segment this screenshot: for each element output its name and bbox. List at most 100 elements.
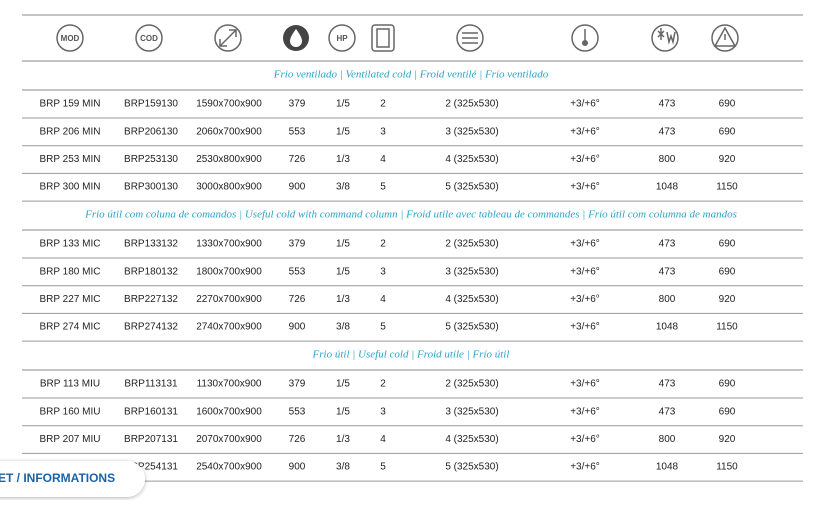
cell: 5 bbox=[380, 462, 386, 473]
cell: +3/+6° bbox=[570, 126, 600, 137]
cell: BRP 113 MIU bbox=[40, 379, 100, 390]
cell: 2 (325x530) bbox=[445, 379, 498, 390]
cell: 2 bbox=[380, 239, 386, 250]
cell: BRP 159 MIN bbox=[40, 99, 101, 110]
cell: +3/+6° bbox=[570, 154, 600, 165]
cell: 3 bbox=[380, 266, 386, 277]
icon-door-inner bbox=[377, 29, 389, 47]
cell: 4 (325x530) bbox=[445, 294, 498, 305]
cell: 473 bbox=[659, 406, 676, 417]
cell: 3 (325x530) bbox=[445, 266, 498, 277]
cell: +3/+6° bbox=[570, 406, 600, 417]
header-icons: MOD COD HP bbox=[57, 25, 738, 51]
cell: 379 bbox=[289, 99, 306, 110]
icon-thermo-bulb bbox=[582, 40, 588, 46]
cell: +3/+6° bbox=[570, 182, 600, 193]
cell: 1150 bbox=[716, 322, 738, 333]
cell: BRP159130 bbox=[124, 99, 178, 110]
cell: 1800x700x900 bbox=[196, 266, 262, 277]
cell: 1/5 bbox=[336, 266, 350, 277]
cell: 2 bbox=[380, 99, 386, 110]
cell: 1/5 bbox=[336, 99, 350, 110]
cell: +3/+6° bbox=[570, 99, 600, 110]
cell: BRP 180 MIC bbox=[40, 266, 101, 277]
cell: 3000x800x900 bbox=[196, 182, 262, 193]
cell: 3 (325x530) bbox=[445, 126, 498, 137]
cell: BRP253130 bbox=[124, 154, 178, 165]
cell: 1048 bbox=[656, 182, 679, 193]
cell: 726 bbox=[289, 434, 306, 445]
cell: 920 bbox=[719, 434, 736, 445]
cell: 1/3 bbox=[336, 294, 350, 305]
cell: 473 bbox=[659, 379, 676, 390]
cell: +3/+6° bbox=[570, 239, 600, 250]
cell: 690 bbox=[719, 266, 736, 277]
cell: 3 (325x530) bbox=[445, 406, 498, 417]
cell: 553 bbox=[289, 406, 306, 417]
cell: 1150 bbox=[716, 182, 738, 193]
cell: 800 bbox=[659, 154, 676, 165]
cell: 1/5 bbox=[336, 406, 350, 417]
cell: 4 bbox=[380, 154, 386, 165]
cell: 4 bbox=[380, 294, 386, 305]
cell: 2270x700x900 bbox=[196, 294, 262, 305]
cell: 473 bbox=[659, 99, 676, 110]
cell: 553 bbox=[289, 126, 306, 137]
cell: BRP300130 bbox=[124, 182, 178, 193]
cell: 1/5 bbox=[336, 239, 350, 250]
cell: 1130x700x900 bbox=[197, 379, 262, 390]
cell: 2740x700x900 bbox=[196, 322, 262, 333]
cell: BRP133132 bbox=[124, 239, 178, 250]
cell: 5 (325x530) bbox=[445, 462, 498, 473]
cell: BRP 300 MIN bbox=[40, 182, 101, 193]
cell: 1/5 bbox=[336, 379, 350, 390]
cell: 726 bbox=[289, 294, 306, 305]
section-title: Frio ventilado | Ventilated cold | Froid… bbox=[273, 69, 549, 81]
icon-arrow bbox=[220, 30, 236, 46]
cell: 1/3 bbox=[336, 154, 350, 165]
cell: BRP 253 MIN bbox=[40, 154, 101, 165]
cell: 2 bbox=[380, 379, 386, 390]
icon-snow bbox=[658, 28, 675, 42]
cell: 5 bbox=[380, 182, 386, 193]
cell: +3/+6° bbox=[570, 434, 600, 445]
cell: 473 bbox=[659, 126, 676, 137]
cell: +3/+6° bbox=[570, 379, 600, 390]
cell: 5 (325x530) bbox=[445, 182, 498, 193]
cell: BRP 207 MIU bbox=[40, 434, 101, 445]
cell: 1150 bbox=[716, 462, 738, 473]
cell: 690 bbox=[719, 239, 736, 250]
cell: 3/8 bbox=[336, 462, 350, 473]
cell: +3/+6° bbox=[570, 322, 600, 333]
cell: 473 bbox=[659, 266, 676, 277]
cell: BRP180132 bbox=[124, 266, 178, 277]
cell: 1600x700x900 bbox=[196, 406, 262, 417]
cell: BRP160131 bbox=[124, 406, 178, 417]
cell: 473 bbox=[659, 239, 676, 250]
cell: +3/+6° bbox=[570, 266, 600, 277]
cell: 2060x700x900 bbox=[196, 126, 262, 137]
cell: BRP 160 MIU bbox=[40, 406, 101, 417]
cell: 900 bbox=[289, 322, 306, 333]
cell: 1590x700x900 bbox=[196, 99, 262, 110]
cell: 1/5 bbox=[336, 126, 350, 137]
icon-hp-label: HP bbox=[336, 34, 348, 43]
cell: 690 bbox=[719, 99, 736, 110]
cell: 2 (325x530) bbox=[445, 99, 498, 110]
cell: 800 bbox=[659, 294, 676, 305]
cell: 4 (325x530) bbox=[445, 434, 498, 445]
cell: 800 bbox=[659, 434, 676, 445]
cell: +3/+6° bbox=[570, 294, 600, 305]
cell: 1/3 bbox=[336, 434, 350, 445]
cell: BRP207131 bbox=[124, 434, 178, 445]
section-title: Frio útil com coluna de comandos | Usefu… bbox=[84, 209, 737, 221]
cell: 553 bbox=[289, 266, 306, 277]
cell: 726 bbox=[289, 154, 306, 165]
info-button-label: ET / INFORMATIONS bbox=[0, 471, 115, 485]
cell: 3 bbox=[380, 126, 386, 137]
cell: 1330x700x900 bbox=[196, 239, 262, 250]
cell: +3/+6° bbox=[570, 462, 600, 473]
cell: 2540x700x900 bbox=[196, 462, 262, 473]
icon-triangle bbox=[715, 28, 735, 46]
cell: 4 bbox=[380, 434, 386, 445]
